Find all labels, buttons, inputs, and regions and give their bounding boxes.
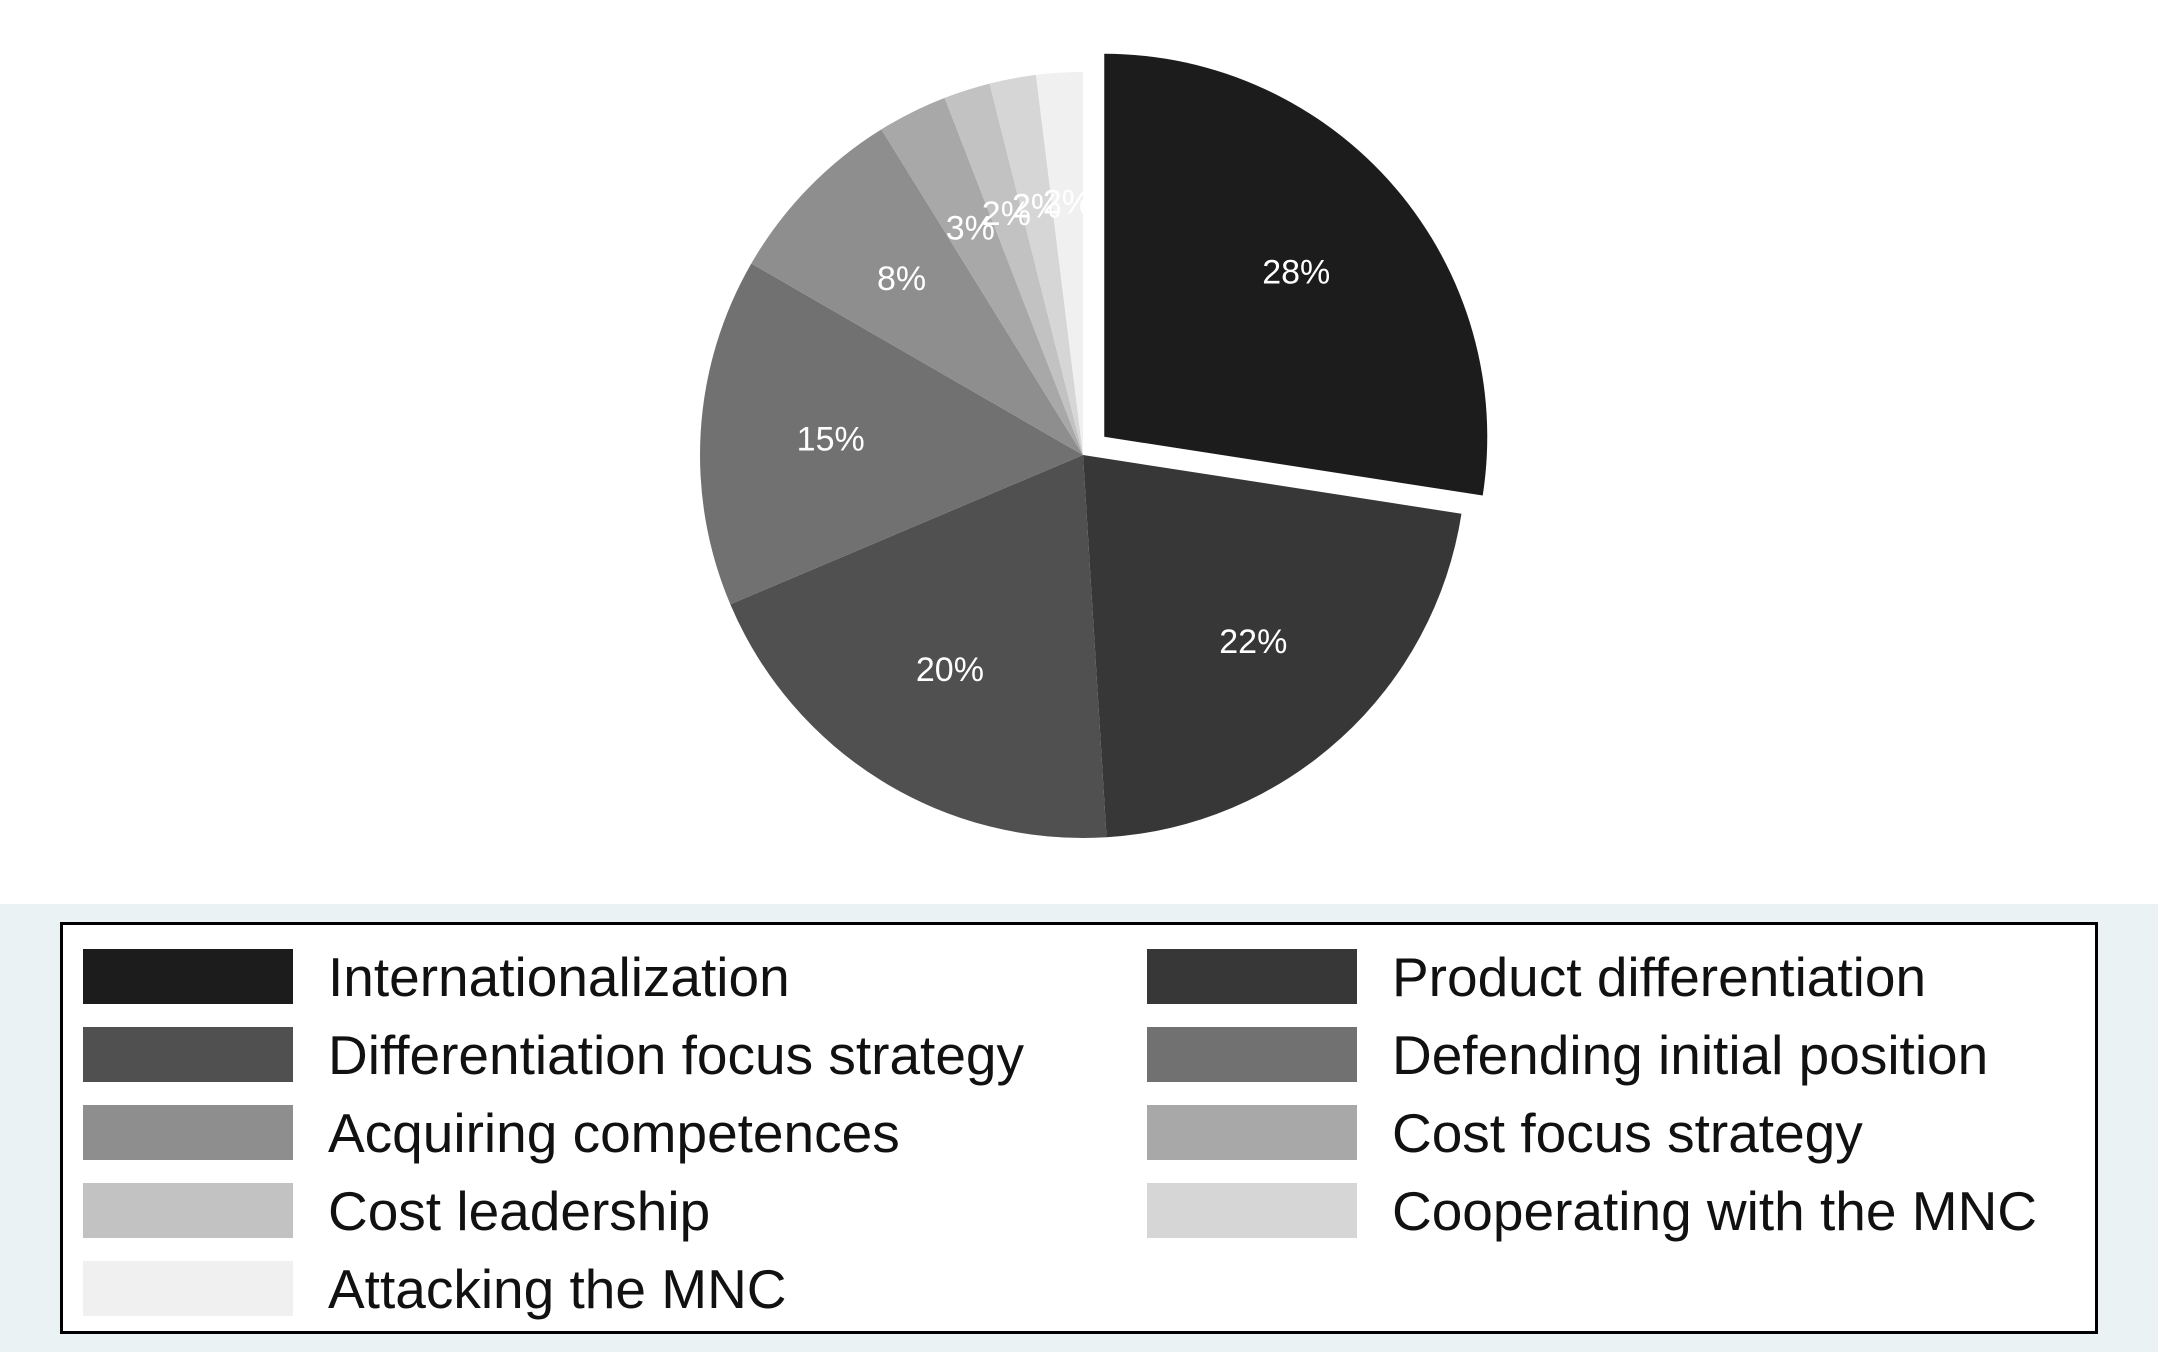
slice-value-label: 2%	[1043, 184, 1092, 222]
pie-slice-cost-leadership	[944, 83, 1083, 455]
legend-label: Attacking the MNC	[328, 1258, 787, 1320]
slice-value-label: 22%	[1219, 623, 1287, 661]
slice-value-label: 28%	[1262, 253, 1330, 291]
pie-slice-defending-initial-position	[700, 263, 1083, 605]
pie-slice-differentiation-focus-strategy	[730, 455, 1107, 838]
pie-slice-attacking-the-mnc	[1035, 72, 1083, 455]
slice-value-label: 3%	[946, 210, 995, 248]
legend-swatch	[1147, 1105, 1357, 1160]
slice-value-label: 2%	[1012, 188, 1061, 226]
slice-value-label: 20%	[916, 651, 984, 689]
legend-label: Defending initial position	[1392, 1024, 1989, 1086]
pie-slice-internationalization	[1104, 53, 1488, 496]
legend-label: Internationalization	[328, 946, 790, 1008]
slice-value-label: 8%	[877, 260, 926, 298]
slice-value-label: 15%	[797, 420, 865, 458]
legend-swatch	[1147, 949, 1357, 1004]
legend-label: Product differentiation	[1392, 946, 1927, 1008]
legend-swatch	[83, 1183, 293, 1238]
legend-label: Acquiring competences	[328, 1102, 900, 1164]
plot-area: 28% 22% 20% 15% 8% 3% 2% 2% 2%	[700, 53, 1488, 838]
legend-label: Cost leadership	[328, 1180, 711, 1242]
legend-label: Cooperating with the MNC	[1392, 1180, 2038, 1242]
pie-chart: 28%22%20%15%8%3%2%2%2%	[700, 53, 1488, 838]
pie-slice-acquiring-competences	[751, 129, 1083, 456]
legend-swatch	[83, 1027, 293, 1082]
legend-swatch	[1147, 1183, 1357, 1238]
legend-swatch	[83, 949, 293, 1004]
legend: Internationalization Product differentiat…	[60, 922, 2098, 1334]
pie-slice-product-differentiation	[1083, 455, 1462, 838]
slice-value-label: 2%	[982, 195, 1031, 233]
legend-label: Differentiation focus strategy	[328, 1024, 1025, 1086]
legend-swatch	[83, 1261, 293, 1316]
legend-swatch	[1147, 1027, 1357, 1082]
legend-label: Cost focus strategy	[1392, 1102, 1863, 1164]
pie-slice-cooperating-with-the-mnc	[989, 74, 1083, 455]
legend-swatch	[83, 1105, 293, 1160]
pie-slice-cost-focus-strategy	[881, 97, 1083, 456]
